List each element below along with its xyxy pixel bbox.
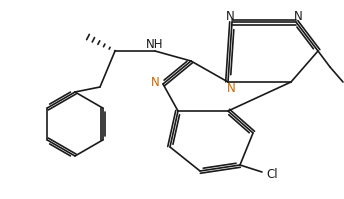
Text: N: N — [227, 83, 235, 96]
Text: N: N — [294, 10, 302, 22]
Text: N: N — [226, 10, 234, 22]
Text: Cl: Cl — [266, 169, 278, 181]
Text: NH: NH — [146, 38, 164, 52]
Text: N: N — [151, 76, 159, 90]
